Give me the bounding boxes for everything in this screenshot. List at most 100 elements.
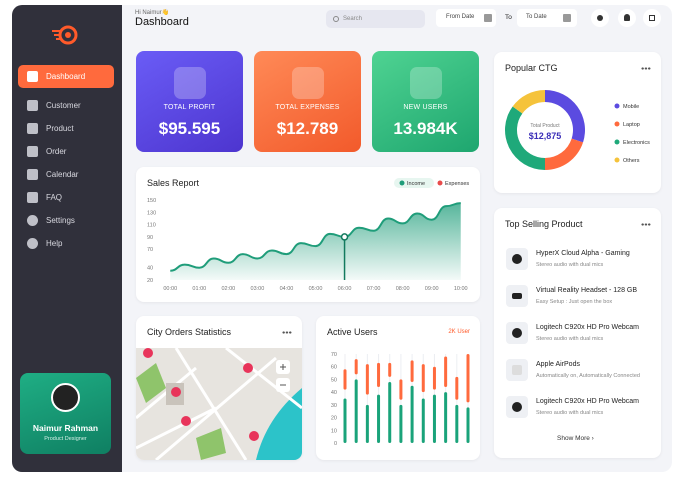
menu-item[interactable]: Order [18, 140, 114, 163]
product-item[interactable]: Logitech C920x HD Pro Webcam Stereo audio… [506, 396, 656, 422]
bar-range [444, 356, 448, 388]
bar-low [444, 392, 448, 443]
active-users-card: Active Users 2K User 0 10 20 30 40 50 60 70 [316, 316, 480, 460]
notification-button[interactable] [618, 9, 636, 27]
search-box[interactable]: Search [326, 10, 425, 28]
income-line [170, 202, 461, 272]
menu-item[interactable]: Help [18, 232, 114, 255]
stat-card: NEW USERS 13.984K [372, 51, 479, 152]
bar-low [377, 394, 381, 443]
x-tick-label: 03:00 [251, 286, 265, 292]
bar-low [388, 381, 392, 443]
bar-range [365, 364, 369, 395]
x-tick-label: 09:00 [425, 286, 439, 292]
donut-segment [545, 138, 584, 170]
bar-low [399, 404, 403, 443]
bar-low [421, 398, 425, 443]
highlight-point [340, 233, 349, 241]
bar-range [432, 366, 436, 390]
product-desc: Stereo audio with dual mics [536, 410, 604, 416]
product-name: Logitech C920x HD Pro Webcam [536, 398, 639, 405]
more-icon[interactable] [641, 67, 651, 70]
legend-label: Income [407, 181, 425, 187]
product-item[interactable]: Logitech C920x HD Pro Webcam Stereo audio… [506, 322, 656, 348]
product-item[interactable]: HyperX Cloud Alpha - Gaming Stereo audio … [506, 248, 656, 274]
y-tick-label: 60 [331, 365, 337, 371]
legend-label: Expenses [445, 181, 469, 187]
search-placeholder: Search [343, 16, 363, 22]
sales-card: Sales Report Income Expenses 150 130 110 90 70… [136, 167, 480, 302]
bar-low [343, 398, 347, 443]
donut-segment [505, 106, 545, 170]
legend-pill [394, 178, 434, 188]
bar-low [354, 379, 358, 443]
card-title: Popular CTG [505, 63, 558, 73]
logo [52, 25, 78, 45]
more-icon[interactable] [282, 331, 292, 334]
stat-value: $12.789 [276, 119, 339, 138]
legend-label: Laptop [623, 122, 640, 128]
stat-label: TOTAL PROFIT [163, 104, 216, 111]
x-tick-label: 07:00 [367, 286, 381, 292]
top-selling-card: Top Selling Product HyperX Cloud Alpha -… [494, 208, 661, 458]
menu-item[interactable]: Calendar [18, 163, 114, 186]
bar-low [455, 404, 459, 443]
menu-label: Settings [46, 216, 75, 225]
menu-label: FAQ [46, 193, 63, 202]
stat-label: NEW USERS [403, 104, 448, 111]
product-desc: Easy Setup : Just open the box [536, 299, 613, 305]
card-subtitle: 2K User [448, 329, 470, 335]
logout-button[interactable] [643, 9, 661, 27]
income-area [170, 203, 461, 280]
menu-label: Product [46, 124, 74, 133]
menu-item[interactable]: Settings [18, 209, 114, 232]
to-date-label: To Date [526, 14, 547, 20]
y-tick-label: 10 [331, 428, 337, 434]
show-more-label: Show More [557, 435, 590, 442]
card-title: Active Users [327, 327, 378, 337]
profile-name: Naimur Rahman [32, 423, 99, 433]
menu-label: Dashboard [46, 72, 86, 81]
stat-card: TOTAL EXPENSES $12.789 [254, 51, 361, 152]
stat-label: TOTAL EXPENSES [275, 104, 340, 111]
y-tick-label: 30 [331, 403, 337, 409]
menu-label: Help [46, 239, 63, 248]
menu-label: Order [46, 147, 67, 156]
product-name: Apple AirPods [536, 361, 580, 368]
x-tick-label: 08:00 [396, 286, 410, 292]
x-tick-label: 10:00 [454, 286, 468, 292]
profile-card[interactable]: Naimur Rahman Product Designer [20, 373, 111, 454]
stat-value: $95.595 [158, 119, 221, 138]
bar-low [410, 385, 414, 443]
map [136, 348, 302, 460]
menu-label: Calendar [46, 170, 79, 179]
donut-chart: Mobile Laptop Electronics Others Total Produ… [505, 90, 650, 170]
product-desc: Stereo audio with dual mics [536, 336, 604, 342]
y-tick-label: 0 [334, 441, 337, 447]
bar-range [421, 364, 425, 393]
stat-value: 13.984K [393, 119, 458, 138]
menu-item[interactable]: Dashboard [18, 65, 114, 88]
legend-dot [614, 121, 620, 127]
from-date[interactable]: From Date [436, 9, 496, 27]
to-date[interactable]: To Date [517, 9, 577, 27]
show-more[interactable]: Show More › [557, 435, 594, 442]
bar-low [432, 394, 436, 443]
menu-item[interactable]: Product [18, 117, 114, 140]
bar-low [466, 407, 470, 443]
menu-item[interactable]: FAQ [18, 186, 114, 209]
calendar-icon [563, 14, 571, 22]
legend-dot [399, 180, 405, 186]
more-icon[interactable] [641, 223, 651, 226]
y-tick-label: 150 [147, 198, 156, 204]
theme-button[interactable] [591, 9, 609, 27]
y-tick-label: 70 [147, 247, 153, 253]
product-item[interactable]: Virtual Reality Headset - 128 GB Easy Set… [506, 285, 656, 311]
y-tick-label: 50 [331, 377, 337, 383]
donut-segment [545, 90, 585, 143]
product-item[interactable]: Apple AirPods Automatically on, Automatic… [506, 359, 656, 385]
stat-card: TOTAL PROFIT $95.595 [136, 51, 243, 152]
x-tick-label: 04:00 [280, 286, 294, 292]
menu-item[interactable]: Customer [18, 94, 114, 117]
